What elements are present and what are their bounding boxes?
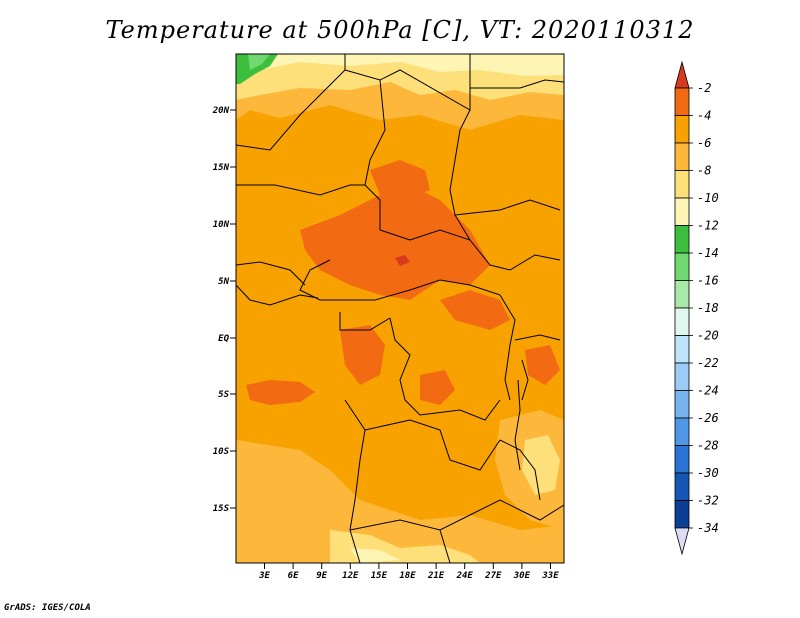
colorbar-swatch: [674, 335, 690, 364]
lat-label: EQ: [218, 334, 229, 344]
longitude-axis: 3E 6E 9E 12E 15E 18E 21E 24E 27E 30E 33E: [258, 563, 559, 581]
lat-label: 10S: [213, 447, 230, 457]
colorbar-top-arrow: [674, 60, 690, 89]
colorbar-label: -32: [697, 494, 719, 508]
colorbar-label: -18: [697, 301, 719, 315]
colorbar-label: -24: [697, 384, 719, 398]
contour-band-2-4-center-south: [420, 370, 455, 405]
colorbar-swatch: [674, 252, 690, 281]
map-frame: [235, 53, 565, 564]
lon-label: 9E: [316, 571, 327, 581]
lat-label: 15S: [213, 504, 230, 514]
lon-label: 30E: [513, 571, 531, 581]
contour-band-2-4-west: [246, 380, 315, 405]
colorbar-label: -26: [697, 411, 719, 425]
lon-label: 24E: [456, 571, 474, 581]
latitude-axis: 20N 15N 10N 5N EQ 5S 10S 15S: [212, 106, 236, 514]
colorbar-label: -34: [697, 521, 719, 535]
colorbar-label: -12: [697, 219, 719, 233]
contour-band-10-12-south: [350, 548, 400, 563]
contour-band-2-4-north: [370, 160, 430, 200]
colorbar-legend: -2 -4 -6 -8 -10 -12 -14 -16 -18 -20 -22 -24 -26 -28 -3…: [674, 60, 719, 556]
colorbar-label: -14: [697, 246, 719, 260]
lat-label: 5S: [218, 390, 229, 400]
colorbar-swatch: [674, 197, 690, 226]
colorbar-swatch: [674, 170, 690, 199]
colorbar-swatch: [674, 362, 690, 391]
colorbar-swatch: [674, 87, 690, 116]
contour-band-2-4-congo: [340, 325, 385, 385]
colorbar-swatch: [674, 115, 690, 144]
colorbar-label: -22: [697, 356, 719, 370]
colorbar-label: -28: [697, 439, 719, 453]
lon-label: 6E: [288, 571, 299, 581]
lon-label: 3E: [258, 571, 270, 581]
lat-label: 10N: [213, 220, 230, 230]
contour-band-2-4-lakes: [525, 345, 560, 385]
colorbar-swatch: [674, 472, 690, 501]
contour-band-14-16-corner: [248, 54, 270, 70]
contour-band-gt-2-peak: [395, 255, 410, 266]
colorbar-label: -16: [697, 274, 719, 288]
contour-band-2-4-east: [440, 290, 510, 330]
colorbar-bottom-arrow: [674, 527, 690, 556]
colorbar-label: -8: [697, 164, 711, 178]
colorbar-swatch: [674, 390, 690, 419]
lat-label: 15N: [213, 163, 230, 173]
lat-label: 5N: [218, 277, 229, 287]
map-title: Temperature at 500hPa [C], VT: 202011031…: [105, 16, 695, 44]
lon-label: 21E: [427, 571, 445, 581]
colorbar-swatch: [674, 307, 690, 336]
contour-band-10-12-north: [236, 54, 564, 78]
lon-label: 15E: [371, 571, 388, 581]
colorbar-swatch: [674, 142, 690, 171]
colorbar-swatch: [674, 225, 690, 254]
country-borders: [235, 54, 565, 564]
colorbar-label: -4: [697, 109, 711, 123]
lon-label: 12E: [342, 571, 359, 581]
contour-band-2-4-central: [300, 185, 490, 300]
colorbar-label: -30: [697, 466, 719, 480]
colorbar-label: -6: [697, 136, 711, 150]
lon-label: 33E: [541, 571, 559, 581]
colorbar-swatch: [674, 280, 690, 309]
colorbar-label: -10: [697, 191, 719, 205]
colorbar-swatch: [674, 445, 690, 474]
lon-label: 27E: [484, 571, 502, 581]
grads-credit: GrADS: IGES/COLA: [4, 603, 91, 613]
lon-label: 18E: [399, 571, 416, 581]
contour-band-6-8-south: [236, 440, 564, 563]
colorbar-label: -20: [697, 329, 719, 343]
colorbar-label: -2: [697, 81, 711, 95]
colorbar-swatch: [674, 417, 690, 446]
contour-band-12-14-corner: [236, 54, 278, 84]
colorbar-swatch: [674, 500, 690, 529]
contour-band-8-10-southeast: [522, 435, 560, 495]
lat-label: 20N: [212, 106, 230, 116]
